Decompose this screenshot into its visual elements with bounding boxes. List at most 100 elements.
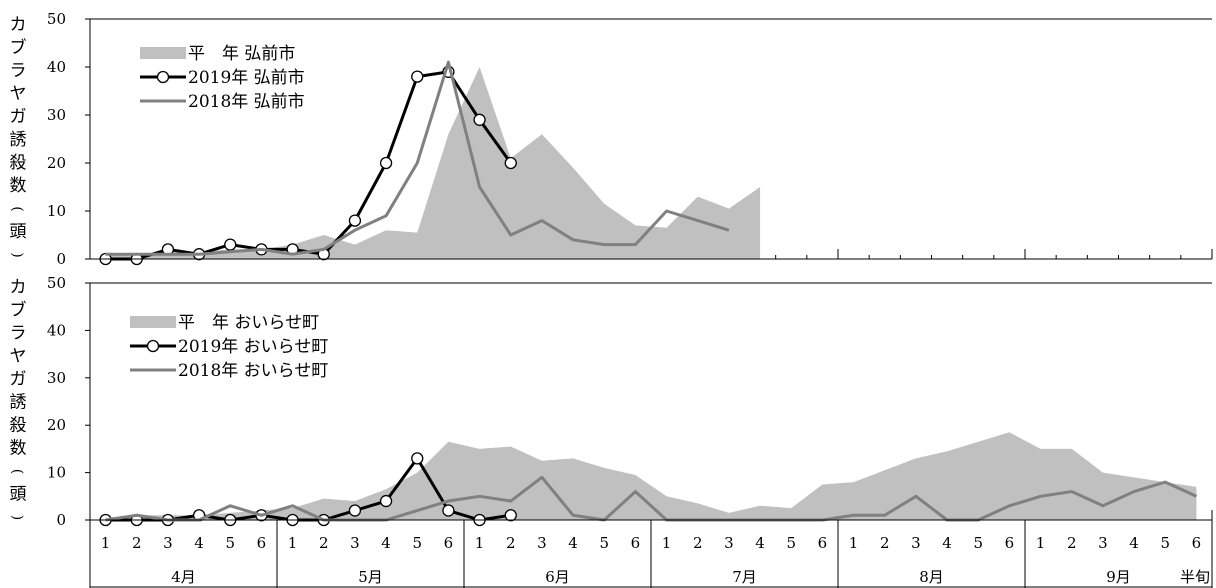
series-line — [105, 60, 730, 256]
y-axis-title-glyph: カ — [10, 15, 27, 35]
area-fill — [105, 432, 1197, 520]
half-month-label: 2 — [880, 534, 890, 552]
y-axis-title-glyph: ラ — [10, 61, 27, 81]
legend-swatch-marker — [156, 70, 170, 84]
half-month-label: 4 — [194, 534, 204, 552]
legend-label: 2018年 弘前市 — [188, 92, 305, 112]
y-axis-title-glyph: カ — [10, 278, 27, 298]
y-tick-label: 10 — [47, 464, 66, 482]
month-label: 6月 — [545, 568, 570, 586]
half-month-label: 1 — [662, 534, 672, 552]
half-month-label: 3 — [1098, 534, 1108, 552]
y-tick-label: 50 — [47, 274, 66, 292]
data-point-marker — [473, 113, 486, 126]
y-tick-label: 0 — [56, 250, 66, 268]
data-point-marker — [348, 504, 362, 517]
month-label: 5月 — [358, 568, 383, 586]
y-tick-label: 40 — [47, 321, 66, 339]
data-point-marker — [411, 452, 424, 465]
y-tick-label: 10 — [47, 202, 66, 220]
half-month-label: 1 — [849, 534, 859, 552]
month-label: 8月 — [919, 568, 944, 586]
half-month-label: 3 — [537, 534, 547, 552]
data-point-marker — [379, 156, 393, 170]
half-month-label: 5 — [973, 534, 983, 552]
half-month-label: 5 — [599, 534, 609, 552]
y-axis-title-glyph: ( — [9, 469, 25, 474]
half-month-label: 3 — [724, 534, 734, 552]
half-month-label: 6 — [1005, 534, 1015, 552]
half-month-label: 5 — [786, 534, 796, 552]
half-month-label: 2 — [132, 534, 142, 552]
y-axis-title-glyph: ( — [9, 206, 25, 211]
series-line-1 — [105, 60, 730, 256]
half-month-label: 4 — [755, 534, 765, 552]
half-month-label: 3 — [350, 534, 360, 552]
half-month-label: 2 — [1067, 534, 1077, 552]
data-point-marker — [504, 156, 517, 170]
y-axis-title-glyph: ) — [9, 515, 25, 520]
series-area-1 — [105, 67, 761, 259]
half-month-label: 4 — [381, 534, 391, 552]
legend: 平 年 弘前市 2019年 弘前市 2018年 弘前市 — [140, 44, 305, 112]
half-month-label: 3 — [163, 534, 173, 552]
half-month-label: 6 — [257, 534, 267, 552]
half-month-label: 5 — [225, 534, 235, 552]
data-point-marker — [504, 509, 517, 522]
legend-label: 平 年 弘前市 — [188, 44, 295, 64]
data-point-marker — [442, 504, 455, 517]
legend-label: 2018年 おいらせ町 — [178, 361, 328, 381]
x-axis-labels: 1 2 3 4 5 6 1 2 3 4 5 6 1 2 3 4 5 6 1 2 3 4 5 6 1 2 3 4 5 6 1 2 3 4 5 6 4月 5月… — [89, 520, 1213, 588]
y-axis-title-glyph: ブ — [10, 37, 27, 58]
y-axis-title-glyph: 誘 — [10, 130, 27, 150]
y-tick-label: 50 — [47, 10, 66, 28]
y-axis-title-glyph: ヤ — [10, 84, 27, 104]
data-point-marker — [411, 70, 424, 83]
half-month-label: 1 — [475, 534, 485, 552]
y-axis-title-glyph: ラ — [10, 324, 27, 344]
y-axis-title-glyph: 頭 — [10, 222, 27, 242]
y-tick-label: 30 — [47, 369, 66, 387]
legend-label: 平 年 おいらせ町 — [178, 313, 319, 333]
half-month-label: 1 — [288, 534, 298, 552]
half-month-label: 1 — [1036, 534, 1046, 552]
half-month-label: 3 — [911, 534, 921, 552]
area-fill — [105, 67, 761, 259]
y-axis-title-glyph: 頭 — [10, 485, 27, 505]
half-month-label: 2 — [319, 534, 329, 552]
half-month-label: 2 — [506, 534, 516, 552]
legend-swatch-marker — [146, 339, 160, 353]
legend-swatch-area — [130, 316, 176, 328]
month-label: 7月 — [732, 568, 757, 586]
half-month-label: 6 — [1192, 534, 1202, 552]
y-tick-label: 0 — [56, 511, 66, 529]
legend: 平 年 おいらせ町 2019年 おいらせ町 2018年 おいらせ町 — [130, 313, 328, 381]
y-tick-label: 30 — [47, 106, 66, 124]
y-axis-title-glyph: ガ — [10, 370, 27, 390]
half-month-label: 4 — [568, 534, 578, 552]
series-area-2 — [105, 432, 1197, 520]
data-point-marker — [379, 494, 393, 508]
x-unit-label: 半旬 — [1180, 568, 1210, 586]
y-tick-label: 20 — [47, 154, 66, 172]
series-line — [105, 475, 1198, 522]
half-month-label: 4 — [942, 534, 952, 552]
legend-swatch-area — [140, 47, 186, 59]
half-month-label: 4 — [1129, 534, 1139, 552]
y-axis-title-glyph: 殺 — [10, 153, 27, 173]
legend-label: 2019年 弘前市 — [188, 68, 305, 88]
half-month-label: 1 — [101, 534, 111, 552]
y-axis-title-glyph: 数 — [10, 439, 27, 459]
legend-label: 2019年 おいらせ町 — [178, 337, 328, 357]
month-label: 9月 — [1106, 568, 1131, 586]
month-label: 4月 — [171, 568, 196, 586]
y-axis-title-glyph: 数 — [10, 176, 27, 196]
y-tick-label: 40 — [47, 58, 66, 76]
y-axis-title-glyph: ヤ — [10, 347, 27, 367]
half-month-label: 6 — [818, 534, 828, 552]
y-axis-title-glyph: 殺 — [10, 416, 27, 436]
half-month-label: 6 — [444, 534, 454, 552]
